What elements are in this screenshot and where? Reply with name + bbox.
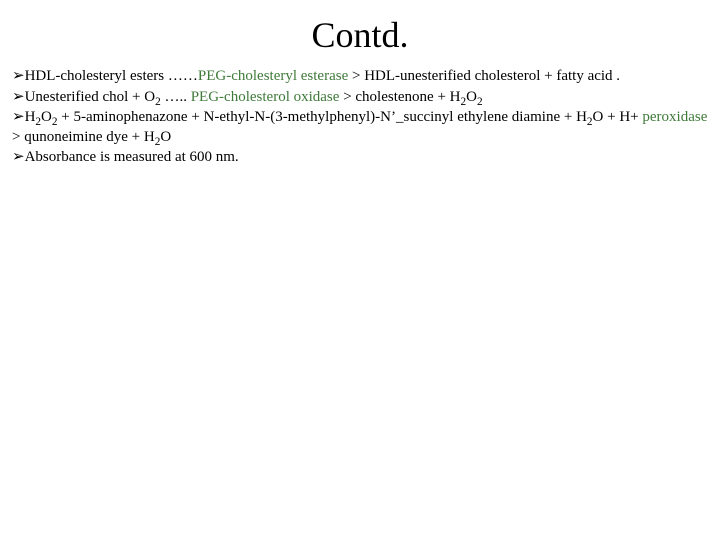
l3-post1: > qunoneimine dye + H (12, 129, 155, 145)
bullet-line-4: ➢Absorbance is measured at 600 nm. (12, 147, 708, 168)
l3-mid1: O (41, 109, 52, 125)
bullet-icon: ➢ (12, 67, 25, 84)
bullet-icon: ➢ (12, 148, 25, 165)
slide-body: ➢HDL-cholesteryl esters ……PEG-cholestery… (12, 66, 708, 168)
l1-pre: HDL-cholesteryl esters …… (25, 68, 198, 84)
l2-sub3: 2 (477, 96, 483, 108)
l1-post: > HDL-unesterified cholesterol + fatty a… (348, 68, 620, 84)
l2-post2: O (466, 89, 477, 105)
bullet-line-2: ➢Unesterified chol + O 2 ….. PEG-choleste… (12, 87, 708, 108)
l3-enzyme: peroxidase (642, 109, 707, 125)
l3-mid2: + 5-aminophenazone + N-ethyl-N-(3-methyl… (58, 109, 587, 125)
l2-post1: > cholestenone + H (339, 89, 460, 105)
l3-post2: O (160, 129, 171, 145)
l4-text: Absorbance is measured at 600 nm. (25, 149, 239, 165)
l2-enzyme: PEG-cholesterol oxidase (191, 89, 340, 105)
l3-pre: H (25, 109, 36, 125)
bullet-line-3: ➢H2O2 + 5-aminophenazone + N-ethyl-N-(3-… (12, 107, 708, 147)
bullet-line-1: ➢HDL-cholesteryl esters ……PEG-cholestery… (12, 66, 708, 87)
bullet-icon: ➢ (12, 88, 25, 105)
l2-pre: Unesterified chol + O (25, 89, 156, 105)
slide-title: Contd. (12, 14, 708, 56)
slide: Contd. ➢HDL-cholesteryl esters ……PEG-cho… (0, 0, 720, 540)
l1-enzyme: PEG-cholesteryl esterase (198, 68, 348, 84)
l3-mid3: O + H+ (593, 109, 643, 125)
l2-mid: ….. (161, 89, 191, 105)
bullet-icon: ➢ (12, 108, 25, 125)
